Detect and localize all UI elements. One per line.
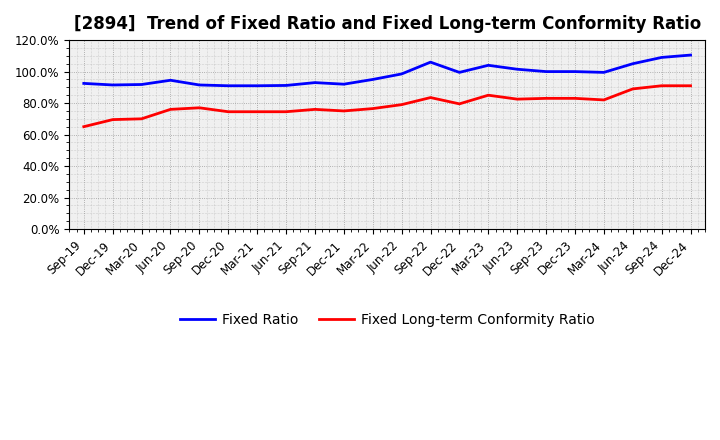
Fixed Long-term Conformity Ratio [369,106,377,111]
Fixed Long-term Conformity Ratio [571,96,580,101]
Fixed Ratio [571,69,580,74]
Fixed Long-term Conformity Ratio [138,116,146,121]
Fixed Long-term Conformity Ratio [166,107,175,112]
Fixed Ratio [686,52,695,58]
Fixed Long-term Conformity Ratio [310,107,319,112]
Fixed Ratio [426,59,435,65]
Fixed Ratio [166,77,175,83]
Fixed Ratio [455,70,464,75]
Legend: Fixed Ratio, Fixed Long-term Conformity Ratio: Fixed Ratio, Fixed Long-term Conformity … [174,308,600,333]
Fixed Ratio [195,82,204,88]
Line: Fixed Ratio: Fixed Ratio [84,55,690,86]
Fixed Long-term Conformity Ratio [109,117,117,122]
Fixed Long-term Conformity Ratio [541,96,550,101]
Fixed Long-term Conformity Ratio [484,92,492,98]
Fixed Long-term Conformity Ratio [282,109,290,114]
Fixed Long-term Conformity Ratio [657,83,666,88]
Fixed Ratio [79,81,88,86]
Fixed Ratio [282,83,290,88]
Fixed Long-term Conformity Ratio [253,109,261,114]
Fixed Long-term Conformity Ratio [513,96,521,102]
Fixed Ratio [657,55,666,60]
Fixed Long-term Conformity Ratio [340,108,348,114]
Fixed Ratio [109,82,117,88]
Fixed Ratio [224,83,233,88]
Fixed Long-term Conformity Ratio [195,105,204,110]
Fixed Long-term Conformity Ratio [397,102,406,107]
Fixed Ratio [369,77,377,82]
Fixed Ratio [600,70,608,75]
Title: [2894]  Trend of Fixed Ratio and Fixed Long-term Conformity Ratio: [2894] Trend of Fixed Ratio and Fixed Lo… [73,15,701,33]
Fixed Long-term Conformity Ratio [629,86,637,92]
Fixed Long-term Conformity Ratio [79,124,88,129]
Fixed Ratio [397,71,406,77]
Line: Fixed Long-term Conformity Ratio: Fixed Long-term Conformity Ratio [84,86,690,127]
Fixed Ratio [253,83,261,88]
Fixed Long-term Conformity Ratio [600,97,608,103]
Fixed Long-term Conformity Ratio [426,95,435,100]
Fixed Ratio [484,62,492,68]
Fixed Ratio [541,69,550,74]
Fixed Ratio [513,66,521,72]
Fixed Ratio [340,81,348,87]
Fixed Long-term Conformity Ratio [455,101,464,106]
Fixed Long-term Conformity Ratio [224,109,233,114]
Fixed Long-term Conformity Ratio [686,83,695,88]
Fixed Ratio [629,61,637,66]
Fixed Ratio [310,80,319,85]
Fixed Ratio [138,82,146,87]
